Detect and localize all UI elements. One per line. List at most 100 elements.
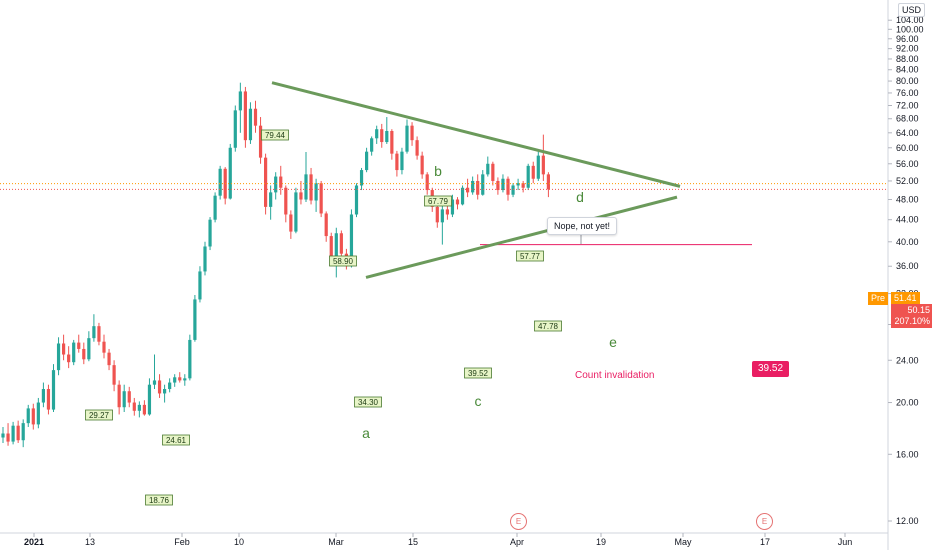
x-tick-label: 19 [596, 537, 606, 547]
candle-body [279, 176, 283, 188]
candle-body [506, 178, 510, 195]
candle-body [147, 384, 152, 415]
x-axis: 2021 13 Feb 10 Mar 15 Apr 19 May 17 Jun [24, 533, 852, 547]
candle-body [314, 183, 318, 201]
candle-body [370, 138, 374, 152]
y-tick-label: 52.00 [896, 176, 919, 186]
candle-body [334, 233, 338, 257]
candle-body [46, 389, 51, 410]
price-label-box [354, 396, 382, 408]
candle-body [77, 342, 81, 349]
candle-body [349, 214, 354, 267]
y-tick-label: 24.00 [896, 355, 919, 365]
wave-label-b: b [434, 163, 442, 179]
candle-body [380, 129, 384, 143]
candle-body [309, 174, 313, 201]
y-tick-label: 92.00 [896, 44, 919, 54]
candle-body [284, 187, 288, 215]
candle-body [16, 425, 20, 441]
y-tick-label: 96.00 [896, 34, 919, 44]
candle-body [324, 213, 328, 237]
candle-body [415, 140, 419, 156]
candle-body [486, 163, 490, 175]
candle-body [107, 352, 111, 366]
price-label: 29.27 [89, 411, 110, 420]
candle-body [87, 338, 91, 360]
candle-body [238, 91, 242, 111]
candle-body [51, 370, 56, 410]
earnings-badge[interactable]: E [510, 513, 527, 530]
price-label-box [516, 250, 544, 262]
candle-body [496, 180, 500, 191]
change-percent: 207.10% [894, 316, 930, 326]
candle-body [531, 165, 535, 179]
candle-body [359, 170, 364, 186]
wave-label-e: e [609, 334, 617, 350]
last-price-tag: 50.15 207.10% [891, 304, 932, 328]
price-label-box [85, 409, 113, 421]
candle-body [511, 185, 515, 195]
price-label: 39.52 [468, 369, 489, 378]
price-label: 67.79 [428, 197, 449, 206]
x-tick-label: Jun [838, 537, 853, 547]
candle-body [481, 174, 485, 195]
candle-body [354, 185, 359, 215]
candle-body [132, 402, 136, 411]
candle-body [208, 219, 212, 247]
y-tick-label: 36.00 [896, 261, 919, 271]
candle-body [455, 199, 460, 205]
x-tick-label: 13 [85, 537, 95, 547]
x-tick-label: Feb [174, 537, 190, 547]
candle-body [274, 176, 278, 193]
callout-note: Nope, not yet! [547, 217, 618, 235]
upper-trendline [271, 81, 681, 188]
price-label: 57.77 [520, 252, 541, 261]
pre-market-label: Pre [868, 292, 889, 305]
lower-trendline [365, 195, 678, 279]
y-tick-label: 48.00 [896, 195, 919, 205]
currency-badge[interactable]: USD [898, 3, 926, 17]
candle-body [198, 271, 202, 300]
candle-body [471, 180, 475, 193]
candle-body [142, 404, 146, 415]
invalidation-price-tag: 39.52 [752, 361, 790, 377]
candle-body [264, 157, 268, 207]
candle-body [203, 246, 207, 272]
y-tick-label: 12.00 [896, 516, 919, 526]
y-tick-label: 60.00 [896, 143, 919, 153]
candle-body [440, 209, 444, 223]
candle-body [289, 214, 293, 232]
candle-body [466, 187, 470, 193]
candle-body [294, 192, 298, 232]
annotations: a b c d e 29.27 18.76 24.61 79.44 58.90 34.30 67.79… [85, 129, 617, 506]
candle-body [6, 433, 10, 442]
y-tick-label: 16.00 [896, 449, 919, 459]
x-tick-label: 17 [760, 537, 770, 547]
candle-body [56, 343, 61, 371]
candle-body [173, 377, 177, 383]
candle-body [36, 402, 40, 425]
candle-body [213, 195, 217, 220]
price-label: 58.90 [333, 257, 354, 266]
candle-body [183, 378, 187, 381]
candle-body [536, 155, 540, 179]
trendlines [0, 81, 888, 279]
y-tick-label: 104.00 [896, 15, 924, 25]
wave-label-c: c [475, 393, 482, 409]
candle-body [299, 192, 303, 200]
candle-body [72, 342, 76, 363]
price-label: 24.61 [166, 436, 187, 445]
candle-body [541, 155, 545, 175]
candle-body [445, 209, 449, 215]
x-tick-label: 10 [234, 537, 244, 547]
candle-body [31, 408, 35, 425]
candle-body [67, 354, 71, 363]
candle-body [476, 180, 480, 195]
earnings-badge[interactable]: E [756, 513, 773, 530]
y-tick-label: 84.00 [896, 65, 919, 75]
price-label-box [329, 255, 357, 267]
candle-body [92, 326, 96, 339]
candle-body [304, 174, 308, 200]
